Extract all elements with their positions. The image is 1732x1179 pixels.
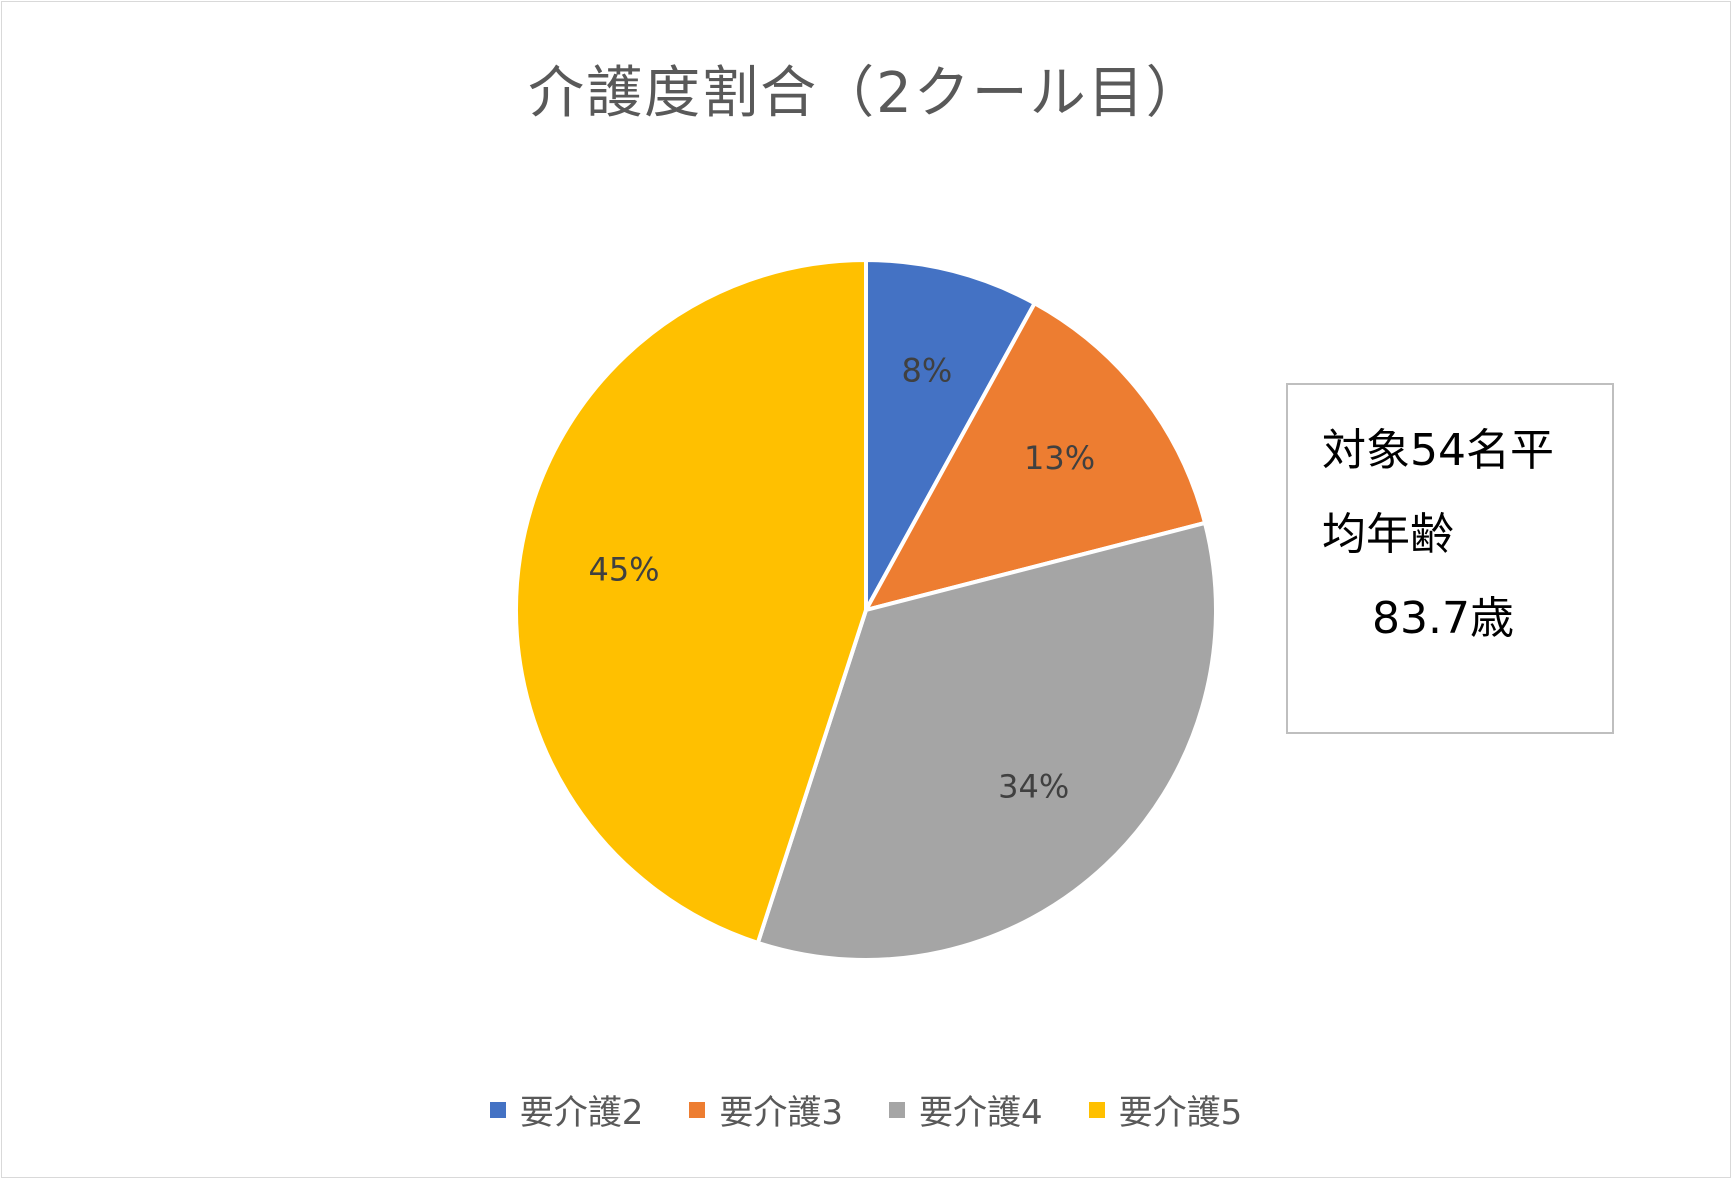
annotation-box: 対象54名平 均年齢 83.7歳 — [1286, 383, 1614, 734]
legend-swatch — [889, 1101, 905, 1118]
pie-slice — [862, 300, 1208, 614]
legend-swatch — [689, 1101, 706, 1118]
legend-swatch — [489, 1101, 506, 1118]
legend-label: 要介護2 — [519, 1093, 644, 1133]
legend-item: 要介護5 — [1088, 1085, 1243, 1134]
legend-item: 要介護2 — [489, 1085, 644, 1134]
pie-slice — [755, 520, 1218, 962]
pie-slice — [514, 257, 868, 946]
pie-slice — [864, 257, 1038, 611]
legend-item: 要介護4 — [889, 1085, 1043, 1134]
data-label: 13% — [1024, 439, 1095, 477]
data-label: 45% — [588, 551, 659, 589]
legend-label: 要介護4 — [919, 1093, 1043, 1133]
annotation-line-2: 均年齢 — [1322, 509, 1454, 560]
legend-label: 要介護5 — [1118, 1093, 1243, 1133]
chart-title: 介護度割合（2クール目） — [528, 61, 1204, 126]
data-label: 8% — [902, 352, 953, 390]
annotation-line-3: 83.7歳 — [1372, 593, 1514, 644]
legend: 要介護2 要介護3 要介護4 要介護5 — [0, 1085, 1732, 1134]
legend-item: 要介護3 — [689, 1085, 843, 1134]
legend-swatch — [1088, 1101, 1105, 1118]
legend-label: 要介護3 — [719, 1093, 843, 1133]
annotation-line-1: 対象54名平 — [1322, 425, 1554, 476]
data-label: 34% — [998, 768, 1069, 806]
